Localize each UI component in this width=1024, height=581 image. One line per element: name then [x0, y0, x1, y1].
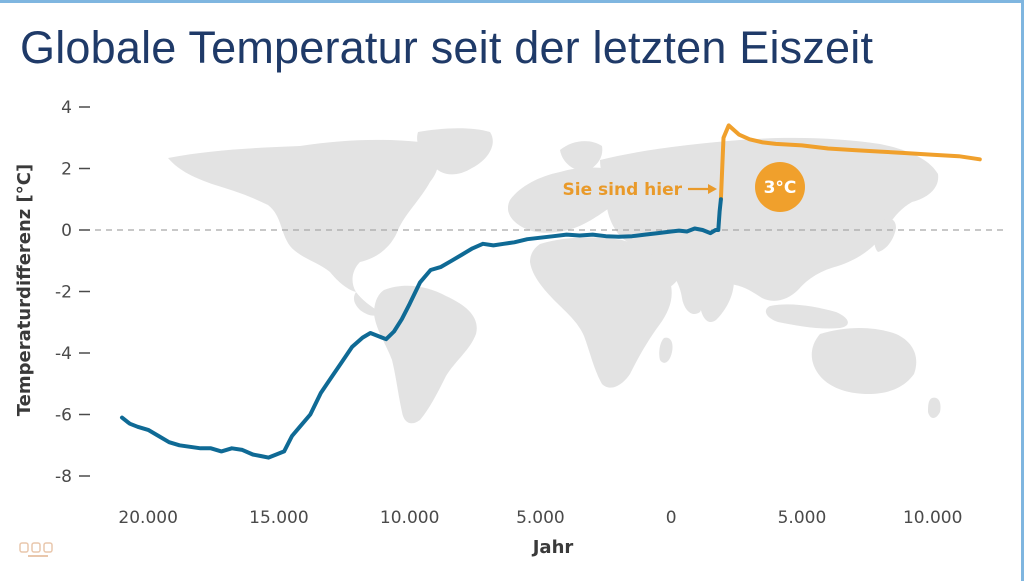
y-tick-label: 0 [61, 221, 72, 241]
map-india [697, 261, 734, 323]
y-axis-title: Temperaturdifferenz [°C] [14, 164, 35, 416]
y-tick-label: -2 [55, 283, 72, 303]
y-tick-label: 4 [61, 98, 72, 118]
top-accent-rule [0, 0, 1024, 3]
y-tick-label: -6 [55, 406, 72, 426]
map-north-america [168, 139, 439, 292]
map-central-america [353, 292, 380, 316]
right-accent-rule [1021, 0, 1024, 581]
map-scandinavia [560, 141, 603, 172]
map-africa [530, 237, 672, 388]
map-madagascar [659, 337, 673, 363]
x-tick-label: 5.000 [778, 508, 827, 528]
x-tick-label: 5.000 [516, 508, 565, 528]
map-indonesia [765, 304, 848, 329]
logo-watermark [19, 542, 53, 557]
you-are-here-arrow [688, 184, 717, 194]
map-greenland [417, 128, 493, 175]
y-tick-label: 2 [61, 160, 72, 180]
map-asia [600, 137, 939, 315]
x-tick-label: 20.000 [118, 508, 177, 528]
map-new-zealand [928, 397, 941, 418]
x-tick-label: 0 [666, 508, 677, 528]
projection-series-line [718, 123, 982, 202]
slide-title: Globale Temperatur seit der letzten Eisz… [20, 22, 874, 73]
historical-series-line [120, 197, 723, 460]
x-axis: 20.000 15.000 10.000 5.000 0 5.000 10.000 [118, 508, 962, 528]
warming-badge [755, 162, 805, 212]
world-map-background [168, 128, 941, 424]
you-are-here-label: Sie sind hier [563, 180, 683, 200]
map-europe [507, 167, 626, 233]
y-axis: 4 2 0 -2 -4 -6 -8 [55, 98, 90, 487]
map-japan [874, 218, 896, 252]
y-tick-label: -8 [55, 467, 72, 487]
y-tick-label: -4 [55, 344, 72, 364]
x-tick-label: 10.000 [903, 508, 962, 528]
warming-badge-label: 3°C [764, 178, 797, 198]
x-tick-label: 15.000 [249, 508, 308, 528]
map-australia [811, 328, 917, 394]
x-axis-title: Jahr [531, 537, 574, 558]
map-south-america [374, 285, 477, 424]
x-tick-label: 10.000 [380, 508, 439, 528]
